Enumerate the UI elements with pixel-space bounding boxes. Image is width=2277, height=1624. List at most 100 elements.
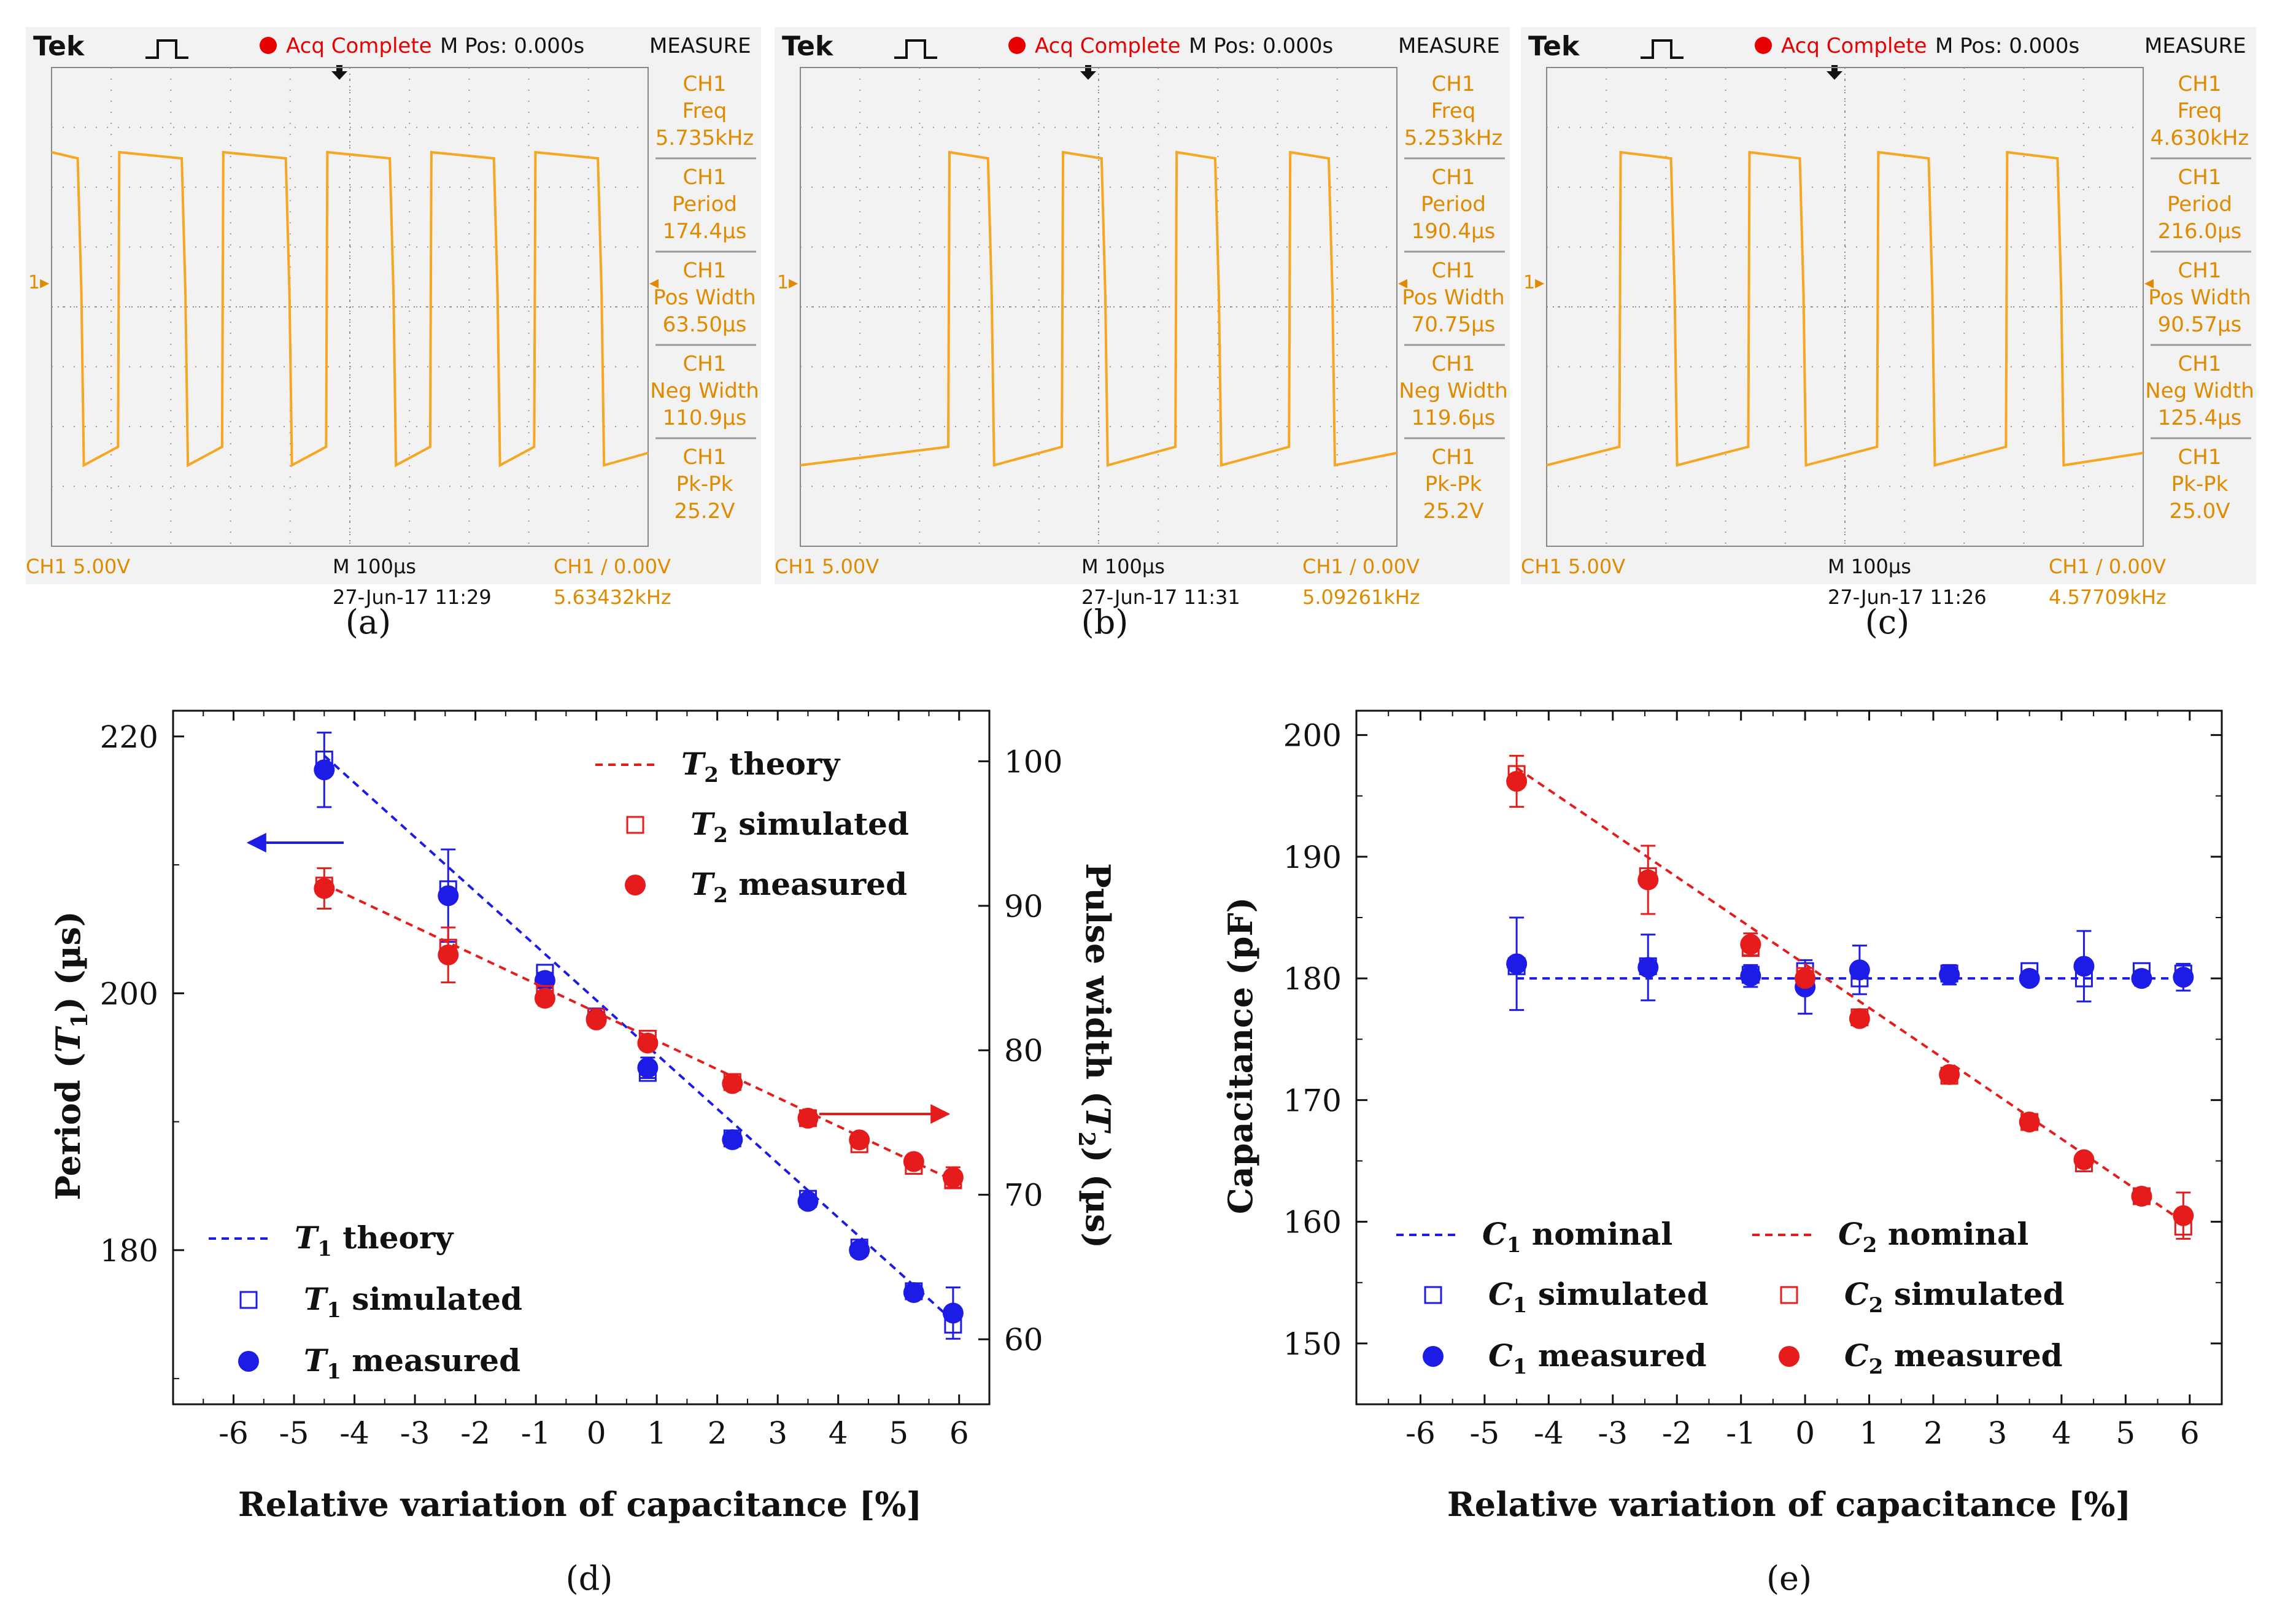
x-tick-label: -6 — [218, 1415, 249, 1451]
ch-scale: CH1 5.00V — [1521, 555, 1625, 578]
legend-circle-swatch — [1423, 1346, 1444, 1367]
x-tick-label: -1 — [521, 1415, 551, 1451]
measure-name: Period — [1421, 192, 1486, 217]
trigger-readout: CH1 ∕ 0.00V — [2049, 555, 2166, 578]
x-tick-label: 6 — [2180, 1415, 2200, 1451]
x-tick-label: -3 — [1598, 1415, 1628, 1451]
point-c2-measured — [1506, 770, 1528, 792]
measure-value: 70.75µs — [1412, 312, 1496, 337]
legend-square-swatch — [1424, 1286, 1442, 1304]
measure-name: Neg Width — [650, 379, 759, 403]
legend-label: C1 simulated — [1488, 1276, 1709, 1318]
x-tick-label: 5 — [2116, 1415, 2135, 1451]
measure-channel: CH1 — [1432, 72, 1475, 96]
freq-readout: 5.09261kHz — [1302, 586, 1420, 609]
legend-label: C1 measured — [1488, 1337, 1707, 1379]
x-tick-label: -4 — [339, 1415, 369, 1451]
point-c2-measured — [2073, 1149, 2095, 1170]
legend-label: T2 measured — [690, 866, 907, 908]
point-t1-measured — [637, 1057, 659, 1078]
trigger-position-icon — [1080, 65, 1096, 80]
ch-scale: CH1 5.00V — [775, 555, 879, 578]
y-axis-label-left: Period (T1) (µs) — [48, 911, 93, 1200]
measure-channel: CH1 — [2178, 445, 2222, 470]
measure-value: 190.4µs — [1412, 219, 1496, 244]
y-tick-label-right: 70 — [1004, 1178, 1043, 1213]
waveform-trace — [800, 150, 1398, 467]
ch1-level-marker: 1▸ — [1523, 272, 1544, 293]
point-c2-measured — [2131, 1186, 2152, 1207]
measure-channel: CH1 — [2178, 258, 2222, 283]
chart-e: -6 -5 -4 -3 -2 -1 0 1 2 3 4 5 6 150 160 170 180 190 200 Re… — [1221, 710, 2223, 1524]
measure-channel: CH1 — [1432, 352, 1475, 376]
ch1-level-marker: 1▸ — [777, 272, 798, 293]
trigger-position-icon — [1827, 65, 1842, 80]
series-line-c2-nominal — [1515, 767, 2184, 1223]
legend-label: T2 theory — [681, 746, 841, 787]
measure-channel: CH1 — [2178, 352, 2222, 376]
x-tick-label: 4 — [829, 1415, 848, 1451]
measure-name: Freq — [682, 99, 727, 123]
trigger-readout: CH1 ∕ 0.00V — [554, 555, 671, 578]
timebase: M 100µs — [1828, 555, 1911, 578]
legend-square-swatch — [239, 1291, 258, 1309]
legend: C1 nominal C1 simulated C1 measured C2 nomi… — [1396, 1216, 2065, 1379]
x-tick-label: 3 — [768, 1415, 787, 1451]
panel-label-b: (b) — [1081, 603, 1129, 641]
legend-label: T1 measured — [304, 1342, 520, 1384]
point-t1-measured — [314, 759, 335, 781]
measure-channel: CH1 — [1432, 258, 1475, 283]
x-tick-label: -1 — [1726, 1415, 1756, 1451]
x-axis-label: Relative variation of capacitance [%] — [1447, 1485, 2131, 1524]
y-tick-label-right: 60 — [1004, 1322, 1043, 1358]
point-c2-measured — [1939, 1064, 1960, 1085]
y-axis-label-right: Pulse width (T2) (µs) — [1073, 863, 1118, 1248]
point-c1-measured — [2173, 967, 2194, 988]
x-tick-label: 5 — [889, 1415, 908, 1451]
point-t1-measured — [797, 1191, 819, 1212]
point-c2-measured — [2173, 1205, 2194, 1226]
measure-value: 216.0µs — [2158, 219, 2242, 244]
scope-background — [775, 27, 1510, 584]
measure-value: 110.9µs — [663, 406, 747, 430]
plot-frame — [172, 710, 991, 1406]
measure-value: 63.50µs — [663, 312, 747, 337]
scope-mpos: M Pos: 0.000s — [1935, 34, 2079, 58]
x-tick-label: 2 — [1923, 1415, 1943, 1451]
measure-channel: CH1 — [1432, 165, 1475, 190]
measure-name: Pk-Pk — [1425, 472, 1482, 497]
x-tick-label: -2 — [1662, 1415, 1692, 1451]
panel-label-c: (c) — [1865, 603, 1909, 641]
measure-channel: CH1 — [683, 352, 727, 376]
point-t2-measured — [942, 1167, 964, 1188]
measure-value: 90.57µs — [2158, 312, 2242, 337]
point-t2-measured — [903, 1151, 924, 1172]
x-tick-label: 3 — [1988, 1415, 2008, 1451]
x-tick-label: 0 — [1795, 1415, 1815, 1451]
measure-channel: CH1 — [683, 165, 727, 190]
y-tick-label-right: 100 — [1004, 744, 1062, 779]
point-c1-measured — [1506, 953, 1528, 975]
point-c1-measured — [2073, 956, 2095, 977]
point-c1-measured — [1637, 957, 1659, 978]
legend-circle-swatch — [625, 875, 646, 895]
point-t1-measured — [849, 1239, 870, 1261]
point-t2-measured — [637, 1032, 659, 1054]
y-tick-label-right: 90 — [1004, 889, 1043, 924]
data-marks — [1506, 754, 2194, 1240]
measure-name: Pos Width — [1402, 285, 1504, 310]
trigger-level-marker: ◂ — [2144, 272, 2154, 293]
scope-mpos: M Pos: 0.000s — [440, 34, 584, 58]
scope-panel-b: Tek Acq Complete M Pos: 0.000s MEASURE C… — [775, 27, 1510, 609]
y-tick-label-left: 220 — [100, 719, 158, 755]
point-t2-measured — [438, 944, 459, 965]
x-tick-label: -6 — [1405, 1415, 1436, 1451]
y-tick-label: 160 — [1283, 1205, 1342, 1240]
scope-brand: Tek — [1528, 31, 1580, 62]
legend-label: C2 nominal — [1838, 1216, 2028, 1258]
trigger-position-icon — [331, 65, 347, 80]
ch-scale: CH1 5.00V — [26, 555, 130, 578]
